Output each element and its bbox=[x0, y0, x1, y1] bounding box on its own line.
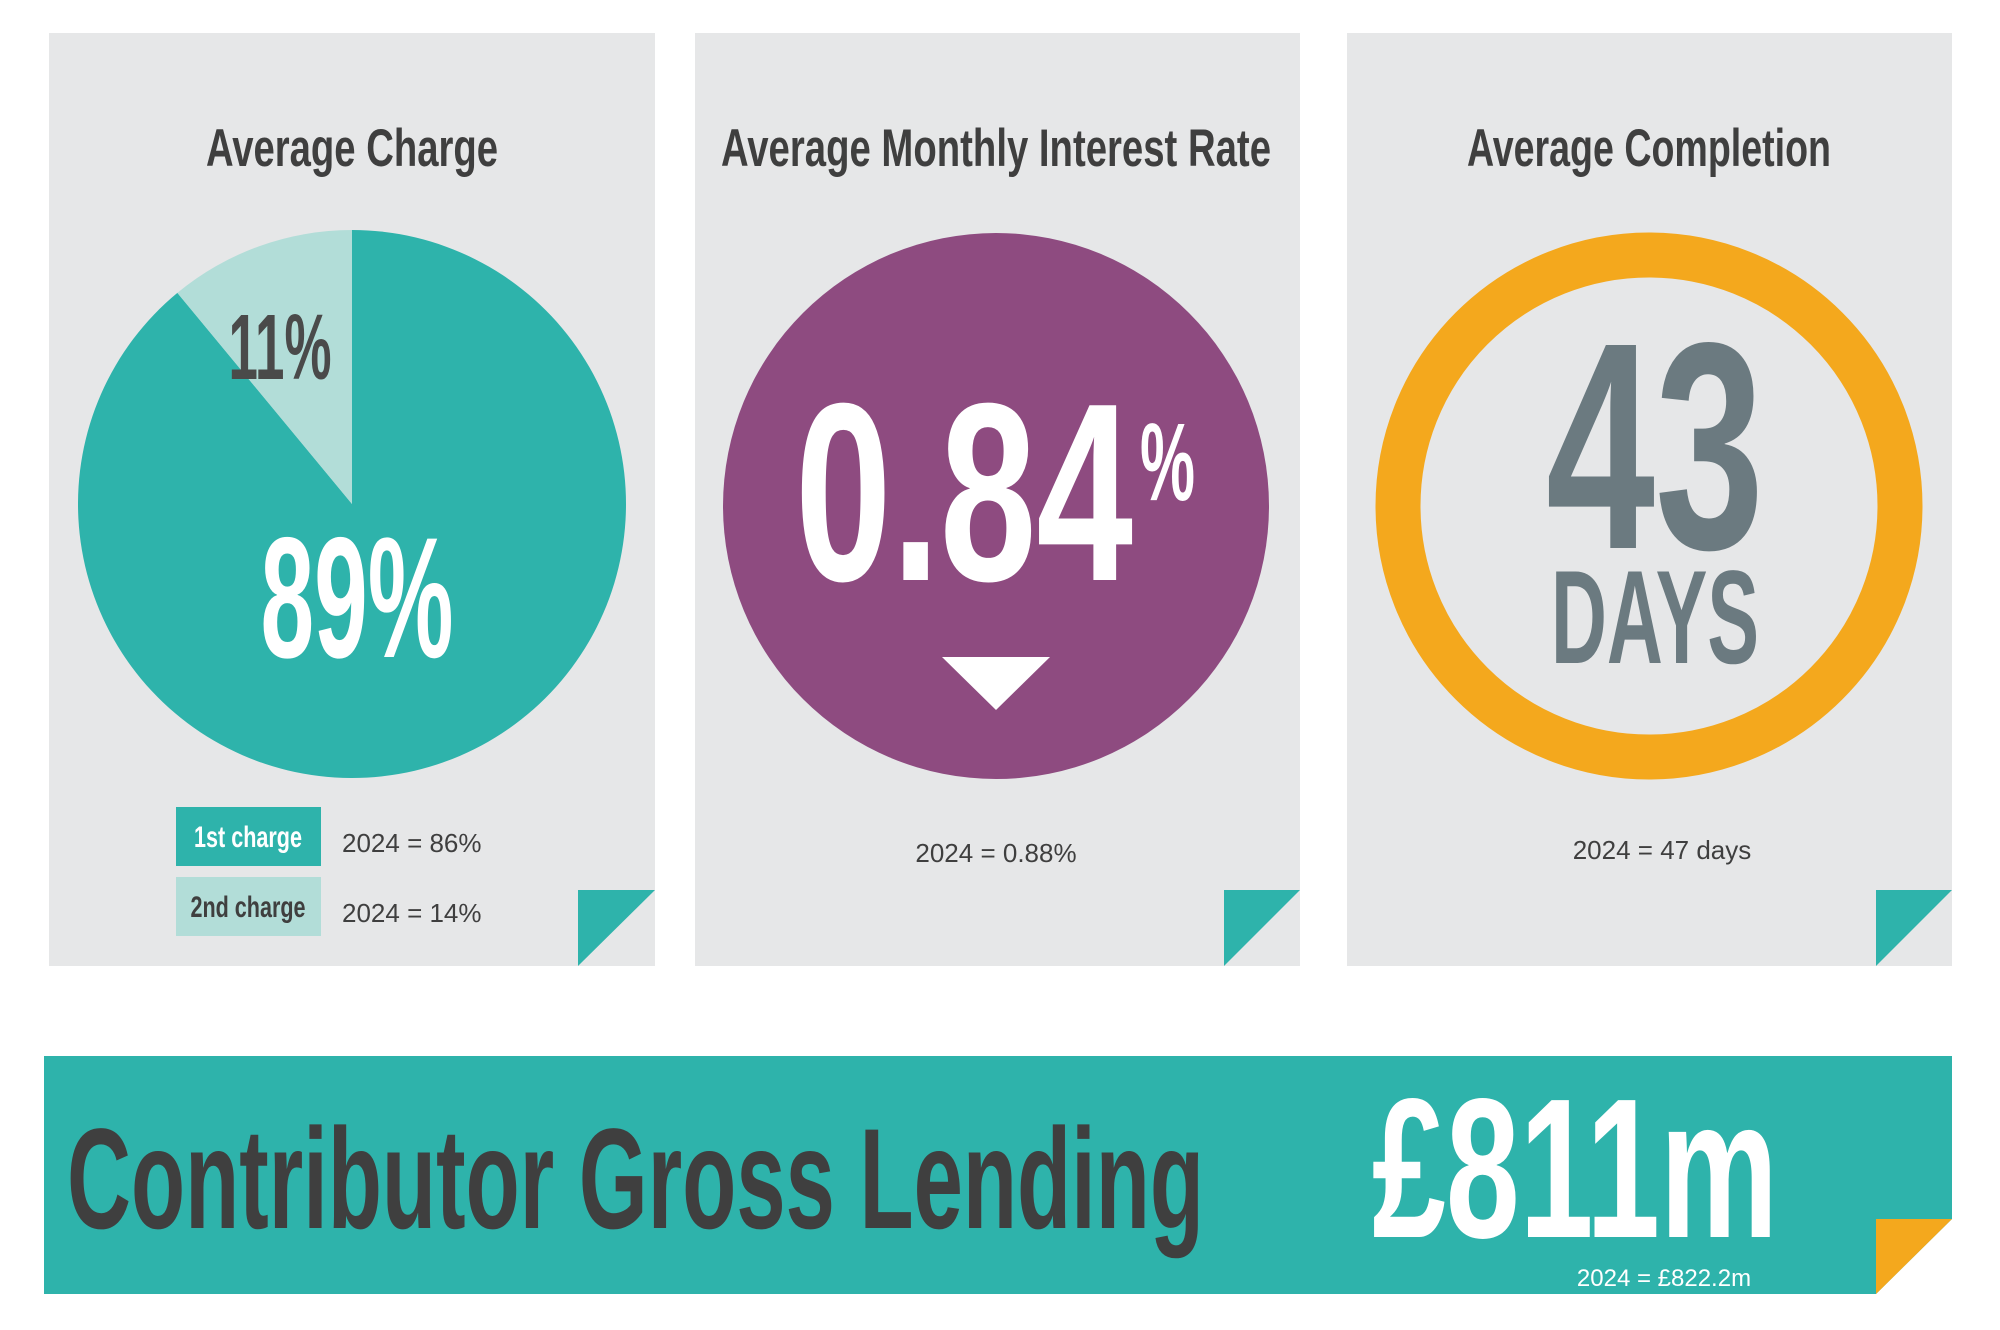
card-title: Average Monthly Interest Rate bbox=[721, 119, 1271, 178]
banner-value: £811m bbox=[1372, 1058, 1778, 1280]
down-arrow bbox=[942, 657, 1050, 710]
days-unit: DAYS bbox=[1551, 544, 1759, 692]
corner-fold bbox=[1876, 1219, 1952, 1294]
legend-note: 2024 = 86% bbox=[342, 828, 482, 858]
legend-swatch bbox=[176, 877, 321, 936]
days-value: 43 bbox=[1546, 281, 1764, 611]
pie-chart bbox=[77, 230, 626, 779]
legend-label: 1st charge bbox=[194, 821, 302, 854]
card-note: 2024 = 0.88% bbox=[915, 838, 1076, 868]
corner-fold bbox=[1876, 890, 1952, 966]
pie-label: 89% bbox=[261, 502, 454, 694]
legend-label: 2nd charge bbox=[191, 891, 306, 924]
rate-unit: % bbox=[1140, 401, 1195, 524]
days-ring bbox=[1375, 232, 1923, 780]
rate-circle bbox=[723, 233, 1269, 779]
banner-title: Contributor Gross Lending bbox=[67, 1100, 1204, 1259]
pie-slice bbox=[177, 230, 352, 504]
banner-note: 2024 = £822.2m bbox=[1577, 1265, 1751, 1292]
card bbox=[1347, 33, 1952, 966]
card-title: Average Completion bbox=[1467, 119, 1831, 178]
card-note: 2024 = 47 days bbox=[1573, 835, 1752, 865]
pie-slice bbox=[77, 230, 626, 779]
rate-value: 0.84 bbox=[795, 350, 1133, 634]
corner-fold bbox=[1224, 890, 1300, 966]
legend-note: 2024 = 14% bbox=[342, 898, 482, 928]
banner bbox=[44, 1056, 1952, 1294]
pie-label: 11% bbox=[229, 295, 332, 399]
corner-fold bbox=[578, 890, 655, 966]
legend-swatch bbox=[176, 807, 321, 866]
card-title: Average Charge bbox=[206, 119, 498, 178]
